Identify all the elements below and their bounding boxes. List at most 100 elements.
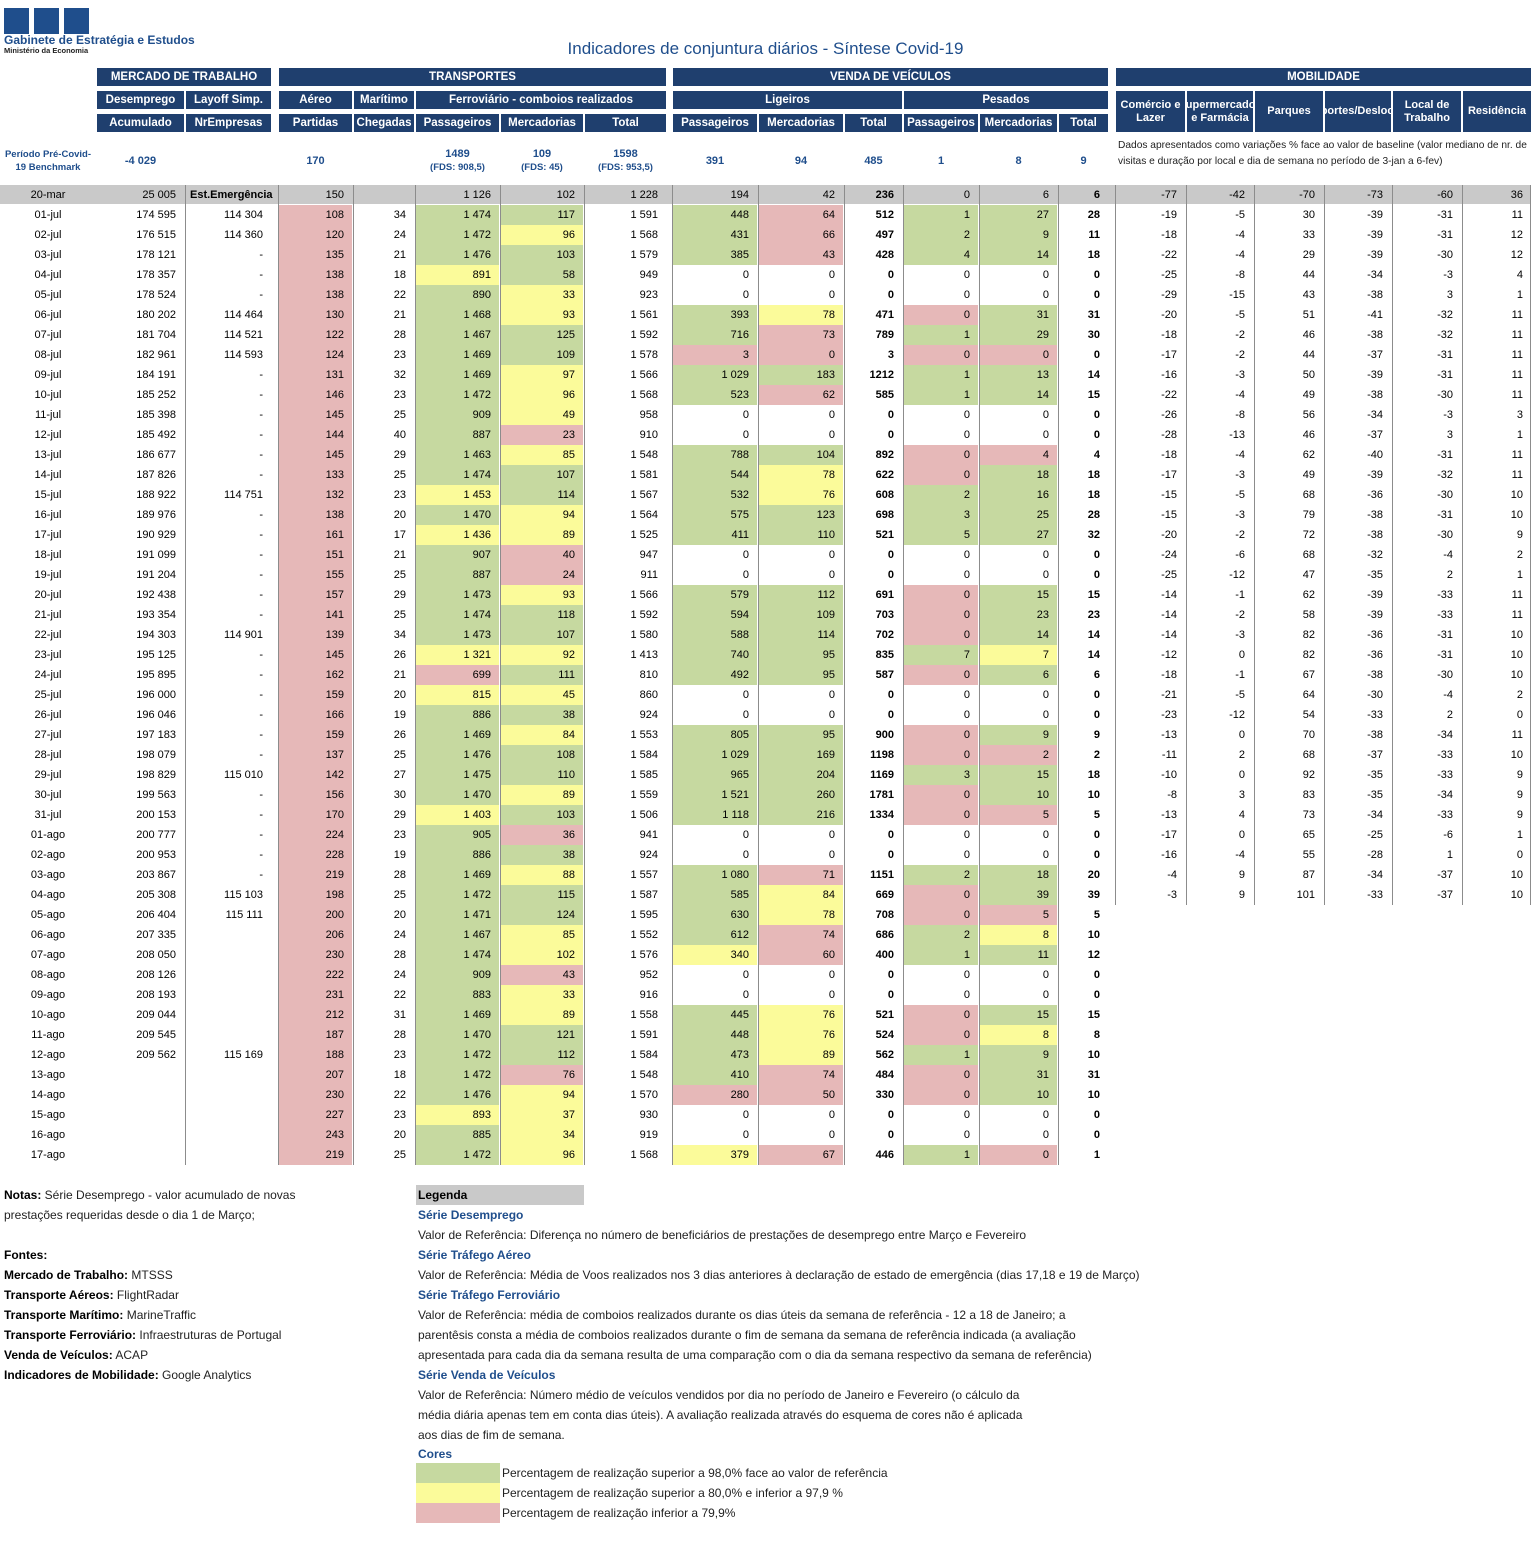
table-cell: 85 xyxy=(501,925,583,945)
table-cell: 31 xyxy=(980,1065,1057,1085)
table-cell: -5 xyxy=(1235,309,1245,321)
table-cell: 1 xyxy=(904,945,978,965)
table-cell: 0 xyxy=(963,849,970,861)
table-cell: 209 562 xyxy=(136,1049,176,1061)
legend-block: Série Desemprego Valor de Referência: Di… xyxy=(418,1205,1418,1463)
table-cell: 0 xyxy=(1042,969,1049,981)
table-cell xyxy=(1393,985,1461,1005)
table-cell xyxy=(186,1005,271,1025)
table-cell: 38 xyxy=(501,705,583,725)
table-cell: 0 xyxy=(904,1065,978,1085)
table-cell: 84 xyxy=(501,725,583,745)
table-cell: -5 xyxy=(1235,209,1245,221)
table-cell: - xyxy=(259,789,263,801)
table-cell: 1 472 xyxy=(416,885,499,905)
reference-cell: 1 126 xyxy=(463,189,491,201)
table-cell: -8 xyxy=(1167,789,1177,801)
table-cell: 20 xyxy=(393,509,406,521)
table-cell: 76 xyxy=(759,1025,843,1045)
col-ferro-total: Total xyxy=(585,114,666,132)
table-cell: 10 xyxy=(1510,669,1523,681)
date-cell: 29-jul xyxy=(34,769,62,781)
table-cell: 5 xyxy=(980,905,1057,925)
legend-section: Série Desemprego xyxy=(418,1208,524,1222)
source-key: Indicadores de Mobilidade: xyxy=(4,1368,159,1382)
table-cell: - xyxy=(259,509,263,521)
table-cell: 107 xyxy=(501,465,583,485)
date-cell: 06-ago xyxy=(30,929,66,941)
table-cell: 24 xyxy=(501,565,583,585)
table-cell: 0 xyxy=(963,989,970,1001)
table-cell: -33 xyxy=(1437,769,1453,781)
table-cell xyxy=(1393,1065,1461,1085)
table-cell: -28 xyxy=(1367,849,1383,861)
table-cell: -12 xyxy=(1161,649,1177,661)
table-cell xyxy=(1393,905,1461,925)
table-cell: 43 xyxy=(1302,289,1315,301)
table-cell: 10 xyxy=(1510,869,1523,881)
table-cell xyxy=(1255,965,1323,985)
table-cell: 78 xyxy=(759,905,843,925)
table-cell: 30 xyxy=(1302,209,1315,221)
date-cell: 12-jul xyxy=(34,429,62,441)
table-cell: 5 xyxy=(1093,909,1100,921)
table-cell xyxy=(1187,925,1253,945)
table-cell: 3 xyxy=(673,345,757,365)
table-cell: 587 xyxy=(875,669,894,681)
table-cell: 28 xyxy=(393,949,406,961)
table-cell: 155 xyxy=(279,565,352,585)
table-cell: -39 xyxy=(1367,469,1383,481)
table-cell xyxy=(1255,945,1323,965)
table-cell: 0 xyxy=(828,969,835,981)
table-cell: 260 xyxy=(759,785,843,805)
table-cell: 25 xyxy=(393,749,406,761)
table-cell xyxy=(1463,1045,1531,1065)
table-cell xyxy=(1393,945,1461,965)
table-cell: 2 xyxy=(904,485,978,505)
table-cell: 14 xyxy=(1087,629,1100,641)
table-cell: 0 xyxy=(887,429,894,441)
table-cell: -37 xyxy=(1367,349,1383,361)
table-cell: -30 xyxy=(1437,529,1453,541)
table-cell: 45 xyxy=(501,685,583,705)
table-cell: -28 xyxy=(1161,429,1177,441)
table-cell: 82 xyxy=(1302,649,1315,661)
table-cell xyxy=(1325,1145,1391,1165)
table-cell: 144 xyxy=(279,425,352,445)
table-cell: 178 357 xyxy=(136,269,176,281)
table-cell: 185 398 xyxy=(136,409,176,421)
table-cell: 228 xyxy=(279,845,352,865)
table-cell: 886 xyxy=(416,845,499,865)
table-cell: 15 xyxy=(980,585,1057,605)
legend-section: Cores xyxy=(418,1447,453,1461)
table-cell: 1 029 xyxy=(673,745,757,765)
table-cell: 883 xyxy=(416,985,499,1005)
table-cell: 815 xyxy=(416,685,499,705)
reference-cell: 102 xyxy=(556,189,575,201)
table-cell: 4 xyxy=(1238,809,1245,821)
legend-text: Valor de Referência: média de comboios r… xyxy=(418,1308,1066,1322)
table-cell: 0 xyxy=(1516,849,1523,861)
logo-bar-icon xyxy=(4,8,29,34)
table-cell: 185 252 xyxy=(136,389,176,401)
table-cell: 94 xyxy=(501,1085,583,1105)
table-cell: 18 xyxy=(1087,489,1100,501)
table-cell: 0 xyxy=(1093,409,1100,421)
table-cell: -32 xyxy=(1437,469,1453,481)
col-pes-mercadorias: Mercadorias xyxy=(980,114,1057,132)
table-cell xyxy=(1393,925,1461,945)
date-cell: 03-ago xyxy=(30,869,66,881)
table-cell: 965 xyxy=(673,765,757,785)
table-cell: 108 xyxy=(501,745,583,765)
table-cell xyxy=(186,1145,271,1165)
date-cell: 20-jul xyxy=(34,589,62,601)
table-cell: 0 xyxy=(828,569,835,581)
table-cell: -3 xyxy=(1235,629,1245,641)
table-cell xyxy=(1393,1145,1461,1165)
table-cell: 579 xyxy=(673,585,757,605)
table-cell: 1 506 xyxy=(630,809,658,821)
table-cell: 58 xyxy=(501,265,583,285)
table-cell: 186 677 xyxy=(136,449,176,461)
table-cell: 67 xyxy=(1302,669,1315,681)
table-cell: 1 xyxy=(904,385,978,405)
